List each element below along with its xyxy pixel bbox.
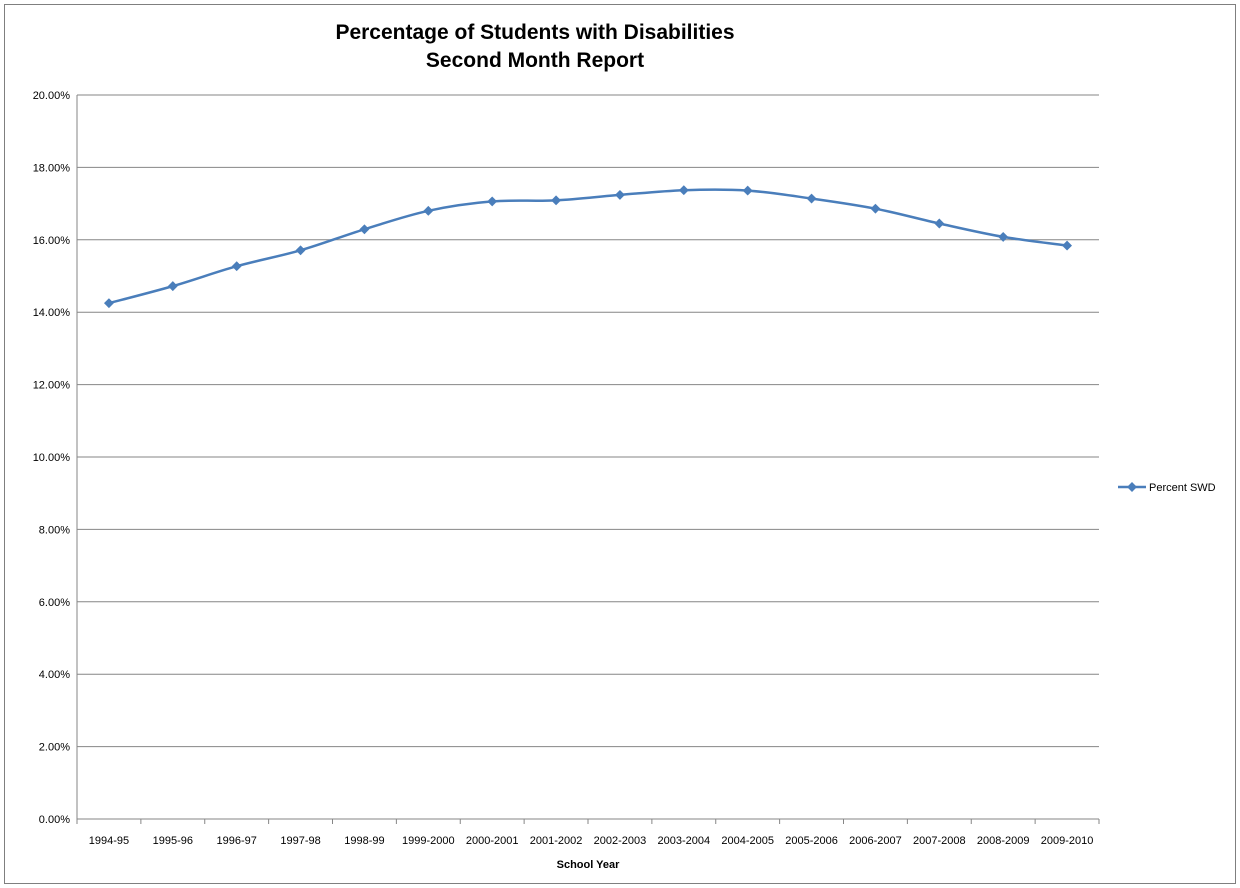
data-point-marker bbox=[998, 231, 1009, 242]
data-point-marker bbox=[742, 185, 753, 196]
data-point-marker bbox=[870, 203, 881, 214]
legend: Percent SWD bbox=[1118, 482, 1216, 494]
y-tick-label: 0.00% bbox=[39, 814, 70, 826]
data-point-marker bbox=[487, 196, 498, 207]
chart-title: Percentage of Students with Disabilities bbox=[335, 21, 734, 44]
x-tick-label: 1996-97 bbox=[217, 835, 257, 847]
y-tick-label: 2.00% bbox=[39, 742, 70, 754]
y-tick-label: 18.00% bbox=[33, 162, 71, 174]
x-tick-label: 2007-2008 bbox=[913, 835, 966, 847]
y-tick-label: 20.00% bbox=[33, 90, 71, 102]
x-tick-label: 1999-2000 bbox=[402, 835, 455, 847]
x-tick-label: 1997-98 bbox=[280, 835, 320, 847]
data-point-marker bbox=[295, 245, 306, 256]
x-tick-label: 2009-2010 bbox=[1041, 835, 1094, 847]
series-line bbox=[108, 188, 1068, 305]
data-point-marker bbox=[103, 298, 114, 309]
data-point-marker bbox=[359, 224, 370, 235]
y-tick-label: 10.00% bbox=[33, 452, 71, 464]
series-percent-swd bbox=[103, 185, 1073, 309]
x-tick-label: 2001-2002 bbox=[530, 835, 583, 847]
x-axis-tick-labels: 1994-95 1995-96 1996-97 1997-98 1998-99 1999-… bbox=[89, 835, 1094, 847]
x-tick-label: 2006-2007 bbox=[849, 835, 902, 847]
x-tick-label: 1998-99 bbox=[344, 835, 384, 847]
x-axis-title: School Year bbox=[557, 859, 620, 871]
data-point-marker bbox=[934, 218, 945, 229]
y-tick-label: 12.00% bbox=[33, 380, 71, 392]
y-tick-label: 14.00% bbox=[33, 307, 71, 319]
legend-label: Percent SWD bbox=[1149, 482, 1216, 494]
data-point-marker bbox=[614, 189, 625, 200]
line-chart: Percentage of Students with Disabilities… bbox=[33, 21, 1216, 871]
y-tick-label: 4.00% bbox=[39, 669, 70, 681]
data-point-marker bbox=[551, 195, 562, 206]
x-tick-label: 2008-2009 bbox=[977, 835, 1030, 847]
y-tick-label: 16.00% bbox=[33, 235, 71, 247]
y-tick-label: 8.00% bbox=[39, 524, 70, 536]
x-tick-label: 2003-2004 bbox=[658, 835, 711, 847]
y-tick-label: 6.00% bbox=[39, 597, 70, 609]
x-tick-label: 2005-2006 bbox=[785, 835, 838, 847]
x-tick-label: 2004-2005 bbox=[721, 835, 774, 847]
x-tick-label: 1995-96 bbox=[153, 835, 193, 847]
x-tick-label: 2002-2003 bbox=[594, 835, 647, 847]
data-point-marker bbox=[167, 281, 178, 292]
chart-subtitle: Second Month Report bbox=[426, 49, 644, 72]
gridlines bbox=[76, 94, 1100, 824]
chart-frame: Percentage of Students with Disabilities… bbox=[4, 4, 1236, 884]
data-point-marker bbox=[806, 193, 817, 204]
y-axis-tick-labels: 0.00% 2.00% 4.00% 6.00% 8.00% 10.00% 12.00% 14.… bbox=[33, 90, 71, 826]
data-point-marker bbox=[423, 205, 434, 216]
x-tick-label: 2000-2001 bbox=[466, 835, 519, 847]
legend-diamond-marker bbox=[1127, 482, 1137, 492]
x-tick-label: 1994-95 bbox=[89, 835, 129, 847]
data-point-marker bbox=[231, 261, 242, 272]
data-point-marker bbox=[678, 185, 689, 196]
data-point-marker bbox=[1062, 240, 1073, 251]
